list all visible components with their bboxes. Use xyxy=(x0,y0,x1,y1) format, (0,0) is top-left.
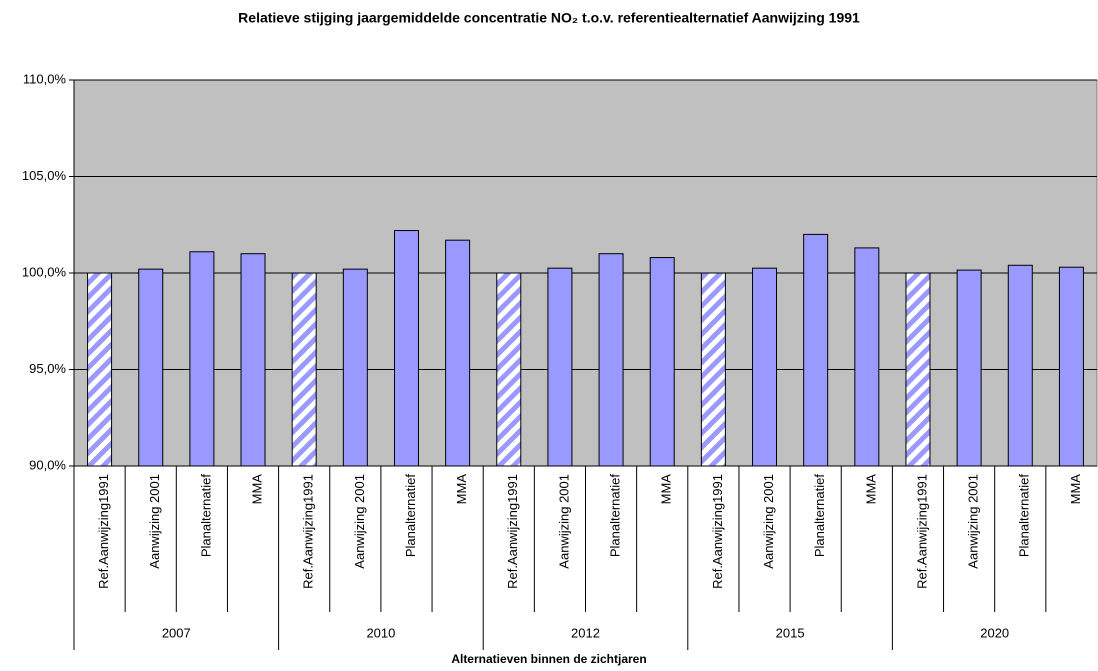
bar xyxy=(752,267,778,467)
x-tick-label: Planalternatief xyxy=(608,474,623,557)
bar xyxy=(700,272,726,467)
bar xyxy=(598,253,624,467)
chart-title: Relatieve stijging jaargemiddelde concen… xyxy=(238,10,860,26)
group-label: 2012 xyxy=(571,625,600,640)
x-tick-label: MMA xyxy=(659,474,674,505)
bar xyxy=(342,268,368,467)
bar xyxy=(956,269,982,467)
bar xyxy=(291,272,317,467)
x-tick-label: Aanwijzing 2001 xyxy=(966,474,981,569)
bar xyxy=(445,239,471,467)
y-tick-label: 110,0% xyxy=(23,71,67,86)
group-label: 2010 xyxy=(366,625,395,640)
group-label: 2020 xyxy=(980,625,1009,640)
group-label: 2007 xyxy=(162,625,191,640)
bar xyxy=(547,267,573,467)
bar xyxy=(87,272,113,467)
x-tick-label: MMA xyxy=(454,474,469,505)
x-tick-label: Aanwijzing 2001 xyxy=(761,474,776,569)
x-tick-label: Planalternatief xyxy=(812,474,827,557)
bar xyxy=(138,268,164,467)
bar xyxy=(393,230,419,467)
x-tick-label: MMA xyxy=(863,474,878,505)
y-tick-label: 105,0% xyxy=(22,168,67,183)
x-tick-label: Aanwijzing 2001 xyxy=(352,474,367,569)
bar xyxy=(1058,266,1084,467)
bar xyxy=(649,257,675,467)
bar xyxy=(854,247,880,467)
bar xyxy=(803,233,829,467)
y-tick-label: 90,0% xyxy=(29,457,66,472)
bar xyxy=(240,253,266,467)
y-tick-label: 95,0% xyxy=(29,361,66,376)
bar xyxy=(905,272,931,467)
bar xyxy=(1007,264,1033,467)
x-axis-title: Alternatieven binnen de zichtjaren xyxy=(451,652,646,666)
x-tick-label: MMA xyxy=(249,474,264,505)
bar xyxy=(496,272,522,467)
x-tick-label: Ref.Aanwijzing1991 xyxy=(710,474,725,589)
x-tick-label: Aanwijzing 2001 xyxy=(556,474,571,569)
group-label: 2015 xyxy=(776,625,805,640)
y-tick-label: 100,0% xyxy=(22,264,67,279)
x-tick-label: Ref.Aanwijzing1991 xyxy=(505,474,520,589)
x-tick-label: Ref.Aanwijzing1991 xyxy=(96,474,111,589)
x-tick-label: Ref.Aanwijzing1991 xyxy=(301,474,316,589)
x-tick-label: Planalternatief xyxy=(403,474,418,557)
x-tick-label: Aanwijzing 2001 xyxy=(147,474,162,569)
x-tick-label: Planalternatief xyxy=(1017,474,1032,557)
bar xyxy=(189,251,215,467)
x-tick-label: Ref.Aanwijzing1991 xyxy=(914,474,929,589)
x-tick-label: MMA xyxy=(1068,474,1083,505)
x-tick-label: Planalternatief xyxy=(198,474,213,557)
